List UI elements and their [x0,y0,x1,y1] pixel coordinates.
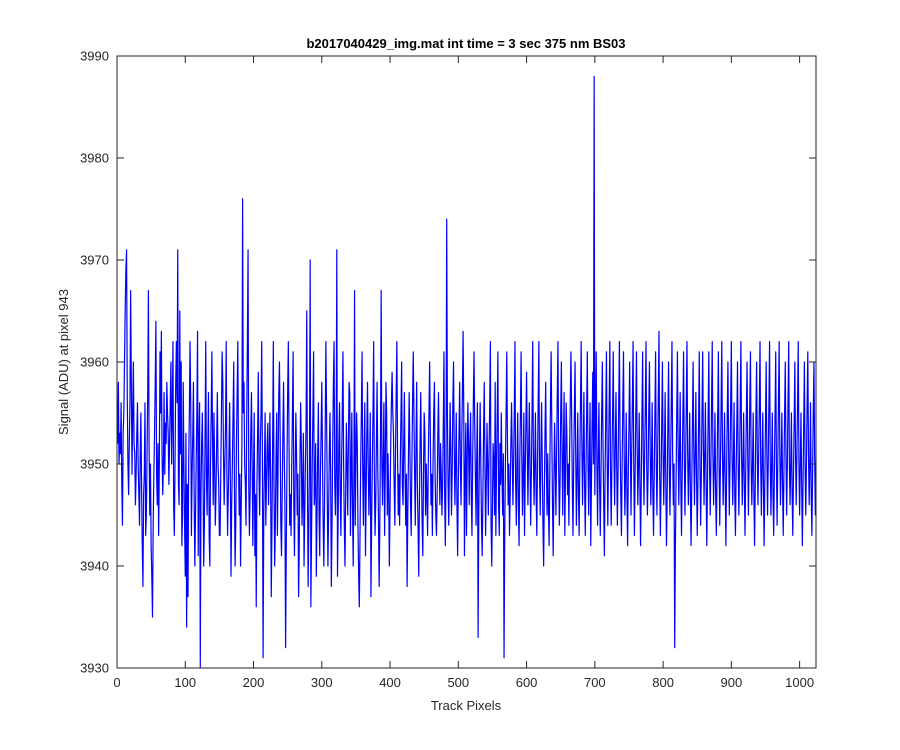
x-tick-label: 900 [721,675,743,690]
y-axis-title: Signal (ADU) at pixel 943 [56,289,71,435]
y-tick-label: 3930 [80,661,109,676]
axes-layer: 0 100 200 300 400 500 600 700 800 900 1000 3930 3940… [80,49,817,690]
x-tick-label: 400 [379,675,401,690]
x-tick-label: 0 [113,675,120,690]
x-tick-label: 200 [243,675,265,690]
x-tick-label: 600 [516,675,538,690]
y-tick-label: 3980 [80,151,109,166]
y-tick-label: 3970 [80,253,109,268]
series-layer [117,75,816,668]
x-tick-label: 1000 [785,675,814,690]
x-tick-label: 300 [311,675,333,690]
y-tick-label: 3990 [80,49,109,64]
x-tick-label: 100 [174,675,196,690]
y-tick-label: 3940 [80,559,109,574]
y-tick-label: 3950 [80,457,109,472]
x-axis-title: Track Pixels [431,698,502,713]
chart-title: b2017040429_img.mat int time = 3 sec 375… [306,36,625,51]
x-tick-label: 800 [652,675,674,690]
x-tick-label: 700 [584,675,606,690]
series-line-1 [117,75,816,668]
x-tick-label: 500 [447,675,469,690]
y-tick-label: 3960 [80,355,109,370]
